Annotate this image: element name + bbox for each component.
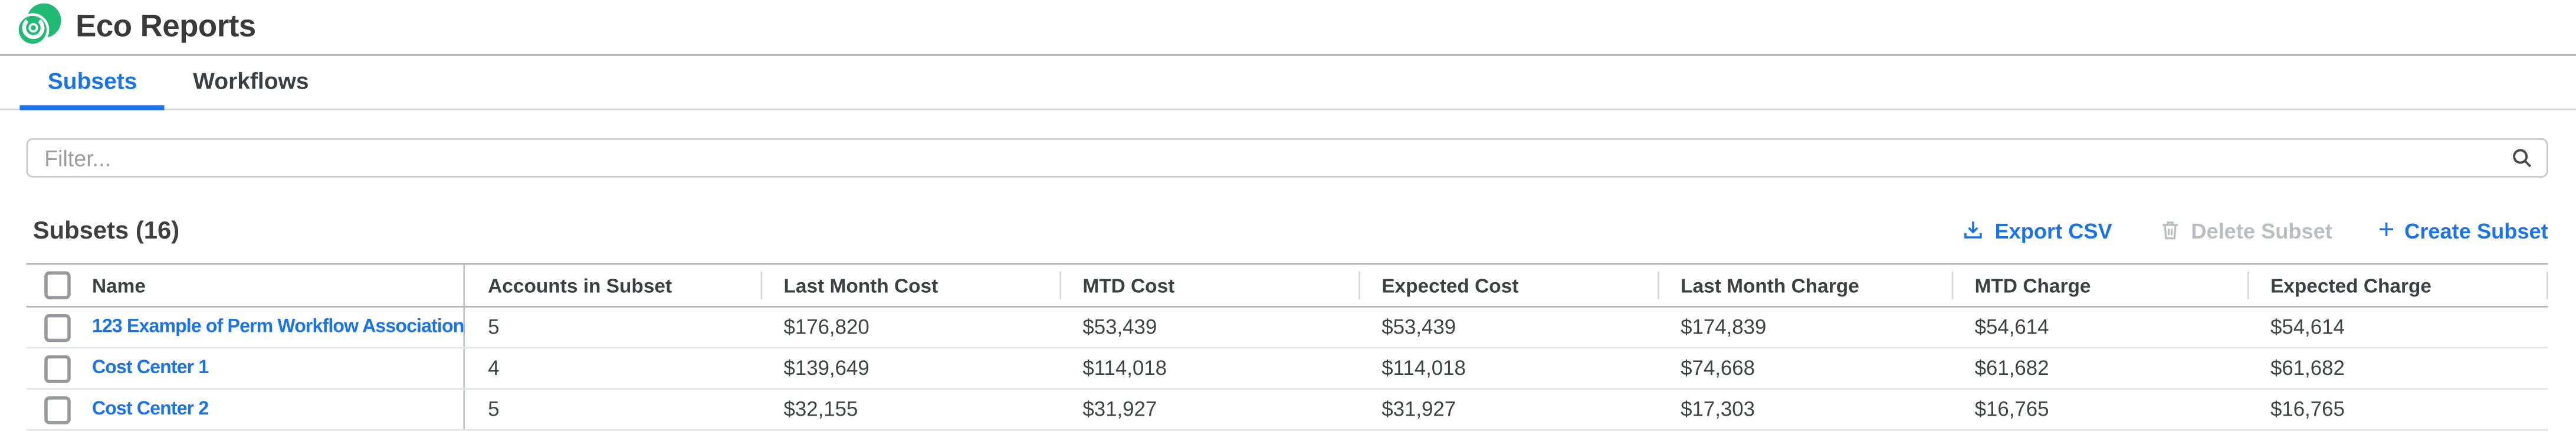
tab-workflows[interactable]: Workflows: [193, 66, 309, 93]
expected-cost-cell: $114,018: [1381, 357, 1466, 380]
column-header-last-month-cost: Last Month Cost: [760, 265, 1059, 306]
last-month-charge-cell: $17,303: [1681, 397, 1755, 421]
search-icon: [2513, 149, 2532, 168]
subsets-table: Name Accounts in Subset Last Month Cost …: [26, 263, 2548, 431]
mtd-cost-cell: $114,018: [1082, 357, 1167, 380]
row-checkbox[interactable]: [44, 395, 71, 424]
accounts-cell: 4: [488, 357, 500, 380]
expected-charge-cell: $16,765: [2270, 397, 2345, 421]
row-checkbox[interactable]: [44, 354, 71, 383]
action-buttons: Export CSV Delete Subset + Create Subset: [1962, 214, 2548, 245]
create-subset-label: Create Subset: [2404, 218, 2548, 243]
section-header: Subsets (16) Export CSV Delete Subset + …: [33, 214, 2548, 247]
subsets-count-heading: Subsets (16): [32, 216, 180, 244]
delete-subset-button[interactable]: Delete Subset: [2158, 218, 2332, 243]
filter-container: [26, 138, 2548, 178]
expected-cost-cell: $53,439: [1381, 315, 1456, 339]
column-header-expected-cost: Expected Cost: [1358, 265, 1658, 306]
app-header: Eco Reports: [0, 0, 2576, 56]
delete-subset-label: Delete Subset: [2191, 218, 2332, 243]
filter-input[interactable]: [26, 138, 2548, 178]
subset-link[interactable]: 123 Example of Perm Workflow Association: [91, 317, 464, 337]
column-header-last-month-charge: Last Month Charge: [1658, 265, 1952, 306]
expected-charge-cell: $54,614: [2270, 315, 2345, 339]
eco-logo-icon: [16, 3, 61, 47]
column-header-mtd-charge: MTD Charge: [1951, 265, 2247, 306]
expected-cost-cell: $31,927: [1381, 397, 1456, 421]
subset-link[interactable]: Cost Center 2: [91, 399, 209, 420]
mtd-cost-cell: $53,439: [1082, 315, 1157, 339]
subset-link[interactable]: Cost Center 1: [91, 358, 209, 378]
name-cell: Cost Center 1: [27, 348, 465, 388]
mtd-charge-cell: $16,765: [1974, 397, 2049, 421]
accounts-cell: 5: [488, 397, 500, 421]
last-month-charge-cell: $74,668: [1681, 357, 1755, 380]
mtd-cost-cell: $31,927: [1082, 397, 1157, 421]
mtd-charge-cell: $54,614: [1974, 315, 2049, 339]
tab-bar: Subsets Workflows: [0, 56, 2576, 110]
last-month-cost-cell: $139,649: [783, 357, 869, 380]
trash-icon: [2162, 221, 2178, 240]
table-row: Cost Center 1 4 $139,649 $114,018 $114,0…: [26, 348, 2548, 390]
column-header-name: Name: [91, 273, 146, 297]
table-header-row: Name Accounts in Subset Last Month Cost …: [26, 265, 2548, 308]
export-csv-button[interactable]: Export CSV: [1962, 218, 2112, 243]
accounts-cell: 5: [488, 315, 500, 339]
export-csv-label: Export CSV: [1994, 218, 2112, 243]
last-month-cost-cell: $176,820: [783, 315, 869, 339]
header-cell-name: Name: [27, 265, 465, 306]
row-checkbox[interactable]: [44, 313, 71, 341]
column-header-mtd-cost: MTD Cost: [1059, 265, 1358, 306]
name-cell: Cost Center 2: [27, 390, 465, 429]
select-all-checkbox[interactable]: [44, 271, 71, 299]
plus-icon: +: [2378, 214, 2395, 245]
page-title: Eco Reports: [76, 9, 256, 44]
download-icon: [1964, 221, 1983, 239]
table-row: Cost Center 2 5 $32,155 $31,927 $31,927 …: [26, 390, 2548, 431]
column-header-expected-charge: Expected Charge: [2247, 265, 2548, 306]
last-month-charge-cell: $174,839: [1681, 315, 1767, 339]
table-row: 123 Example of Perm Workflow Association…: [26, 307, 2548, 349]
tab-subsets[interactable]: Subsets: [19, 56, 165, 110]
name-cell: 123 Example of Perm Workflow Association: [27, 307, 465, 347]
mtd-charge-cell: $61,682: [1974, 357, 2049, 380]
column-header-accounts: Accounts in Subset: [488, 273, 672, 297]
expected-charge-cell: $61,682: [2270, 357, 2345, 380]
create-subset-button[interactable]: + Create Subset: [2378, 214, 2548, 245]
last-month-cost-cell: $32,155: [783, 397, 858, 421]
